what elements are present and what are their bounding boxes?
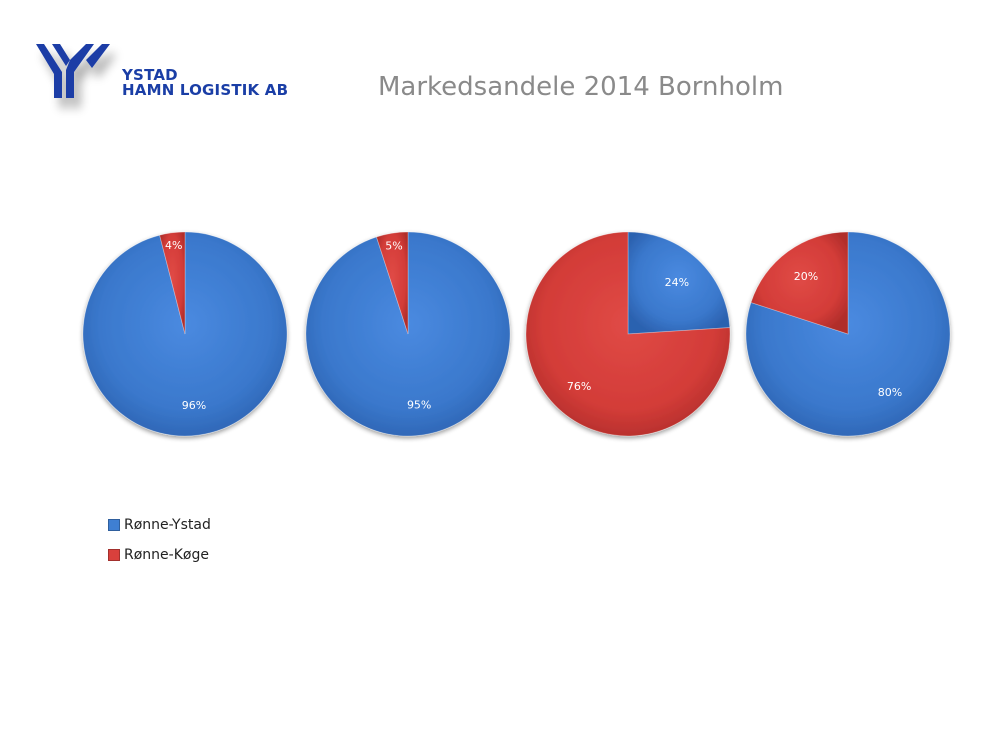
- legend-label: Rønne-Køge: [124, 547, 209, 563]
- data-label: 80%: [878, 386, 902, 399]
- legend-item-ronne-ystad: Rønne-Ystad: [108, 514, 211, 536]
- legend-label: Rønne-Ystad: [124, 517, 211, 533]
- legend-swatch-ronne-koge: [108, 549, 120, 561]
- legend-item-ronne-koge: Rønne-Køge: [108, 544, 211, 566]
- pie-chart-4: [746, 232, 950, 436]
- data-label: 96%: [182, 399, 206, 412]
- data-label: 4%: [165, 239, 182, 252]
- legend-swatch-ronne-ystad: [108, 519, 120, 531]
- data-label: 95%: [407, 399, 431, 412]
- pie-chart-3: [526, 232, 730, 436]
- data-label: 5%: [385, 239, 402, 252]
- data-label: 20%: [794, 270, 818, 283]
- data-label: 76%: [567, 380, 591, 393]
- legend: Rønne-Ystad Rønne-Køge: [108, 514, 211, 574]
- data-label: 24%: [665, 276, 689, 289]
